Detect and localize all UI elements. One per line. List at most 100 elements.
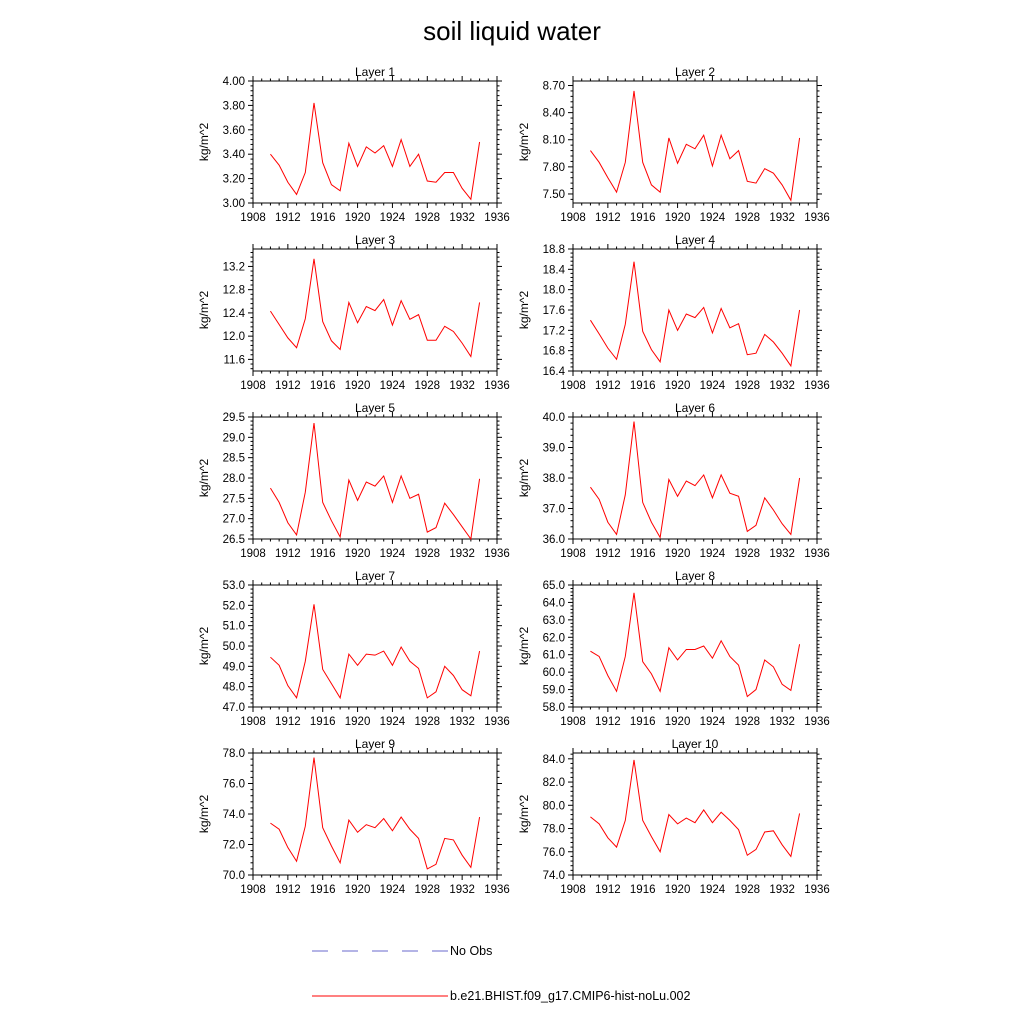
x-tick-label: 1924 [380, 212, 406, 224]
series-line-model [590, 90, 801, 202]
x-tick-label: 1928 [734, 548, 760, 560]
x-tick-label: 1912 [275, 884, 301, 896]
x-tick-label: 1932 [769, 212, 795, 224]
x-tick-label: 1932 [449, 212, 475, 224]
y-tick-label: 26.5 [223, 534, 245, 546]
x-tick-label: 1908 [240, 380, 266, 392]
x-tick-label: 1908 [560, 548, 586, 560]
series-line-model [270, 757, 481, 870]
panel-layer-8: Layer 8 1908 1912 1916 1920 1924 1928 1932 1936 5… [517, 569, 830, 728]
x-tick-label: 1920 [345, 716, 371, 728]
x-tick-label: 1912 [595, 548, 621, 560]
x-tick-label: 1924 [700, 884, 726, 896]
x-tick-label: 1924 [700, 548, 726, 560]
y-tick-label: 13.2 [223, 261, 245, 273]
x-tick-label: 1936 [804, 212, 830, 224]
y-tick-label: 18.8 [543, 244, 565, 256]
series-line-model [590, 421, 801, 539]
x-tick-label: 1932 [449, 548, 475, 560]
x-tick-label: 1928 [414, 212, 440, 224]
panel-layer-9: Layer 9 1908 1912 1916 1920 1924 1928 1932 1936 7… [197, 737, 510, 896]
y-tick-label: 84.0 [543, 754, 565, 766]
y-tick-label: 29.0 [223, 432, 245, 444]
x-tick-label: 1908 [240, 884, 266, 896]
y-axis-label: kg/m^2 [197, 459, 211, 498]
panel-title: Layer 6 [675, 401, 715, 415]
y-tick-label: 28.5 [223, 453, 245, 465]
x-tick-label: 1920 [665, 380, 691, 392]
figure-title: soil liquid water [423, 16, 601, 46]
panel-title: Layer 5 [355, 401, 395, 415]
y-tick-label: 8.40 [543, 108, 565, 120]
panel-title: Layer 3 [355, 233, 395, 247]
panel-layer-5: Layer 5 1908 1912 1916 1920 1924 1928 1932 1936 2… [197, 401, 510, 560]
y-tick-label: 51.0 [223, 621, 245, 633]
x-tick-label: 1936 [804, 548, 830, 560]
series-line-model [270, 258, 481, 358]
y-tick-label: 78.0 [543, 824, 565, 836]
x-tick-label: 1928 [414, 716, 440, 728]
legend: No Obs b.e21.BHIST.f09_g17.CMIP6-hist-no… [312, 944, 690, 1003]
y-tick-label: 28.0 [223, 473, 245, 485]
y-tick-label: 63.0 [543, 615, 565, 627]
x-tick-label: 1920 [665, 716, 691, 728]
x-tick-label: 1936 [804, 884, 830, 896]
x-tick-label: 1932 [769, 380, 795, 392]
y-tick-label: 8.10 [543, 135, 565, 147]
y-axis-label: kg/m^2 [517, 459, 531, 498]
y-axis-label: kg/m^2 [197, 627, 211, 666]
x-tick-label: 1912 [275, 716, 301, 728]
y-axis-label: kg/m^2 [517, 627, 531, 666]
x-tick-label: 1908 [560, 212, 586, 224]
x-tick-label: 1912 [595, 884, 621, 896]
x-tick-label: 1916 [630, 716, 656, 728]
y-tick-label: 60.0 [543, 667, 565, 679]
legend-model-label: b.e21.BHIST.f09_g17.CMIP6-hist-noLu.002 [450, 989, 690, 1003]
x-tick-label: 1928 [414, 380, 440, 392]
x-tick-label: 1908 [240, 212, 266, 224]
x-tick-label: 1916 [310, 716, 336, 728]
panel-layer-4: Layer 4 1908 1912 1916 1920 1924 1928 1932 1936 1… [517, 233, 830, 392]
x-tick-label: 1912 [595, 716, 621, 728]
y-tick-label: 38.0 [543, 473, 565, 485]
y-tick-label: 61.0 [543, 650, 565, 662]
y-tick-label: 80.0 [543, 800, 565, 812]
y-tick-label: 3.60 [223, 125, 245, 137]
x-tick-label: 1916 [630, 548, 656, 560]
x-tick-label: 1924 [380, 548, 406, 560]
x-tick-label: 1932 [449, 884, 475, 896]
x-tick-label: 1916 [310, 884, 336, 896]
series-line-model [270, 423, 481, 541]
y-tick-label: 12.4 [223, 308, 246, 320]
y-tick-label: 18.0 [543, 285, 565, 297]
x-tick-label: 1932 [769, 884, 795, 896]
x-tick-label: 1916 [310, 548, 336, 560]
legend-no-obs-label: No Obs [450, 944, 492, 958]
x-tick-label: 1908 [240, 716, 266, 728]
y-tick-label: 58.0 [543, 702, 565, 714]
y-tick-label: 74.0 [543, 870, 565, 882]
y-axis-label: kg/m^2 [197, 123, 211, 162]
panel-title: Layer 7 [355, 569, 395, 583]
panel-title: Layer 2 [675, 65, 715, 79]
y-tick-label: 62.0 [543, 632, 565, 644]
x-tick-label: 1920 [345, 380, 371, 392]
y-tick-label: 16.8 [543, 346, 565, 358]
panel-title: Layer 8 [675, 569, 715, 583]
panel-layer-1: Layer 1 1908 1912 1916 1920 1924 1928 1932 1936 3… [197, 65, 510, 224]
x-tick-label: 1924 [700, 212, 726, 224]
y-tick-label: 3.40 [223, 149, 245, 161]
y-tick-label: 37.0 [543, 504, 565, 516]
x-tick-label: 1916 [310, 380, 336, 392]
x-tick-label: 1928 [734, 716, 760, 728]
y-tick-label: 11.6 [223, 354, 245, 366]
panel-title: Layer 4 [675, 233, 715, 247]
x-tick-label: 1924 [700, 716, 726, 728]
x-tick-label: 1928 [414, 884, 440, 896]
y-tick-label: 16.4 [543, 366, 566, 378]
x-tick-label: 1936 [484, 716, 510, 728]
y-tick-label: 27.5 [223, 493, 245, 505]
x-tick-label: 1908 [560, 380, 586, 392]
panel-layer-6: Layer 6 1908 1912 1916 1920 1924 1928 1932 1936 3… [517, 401, 830, 560]
